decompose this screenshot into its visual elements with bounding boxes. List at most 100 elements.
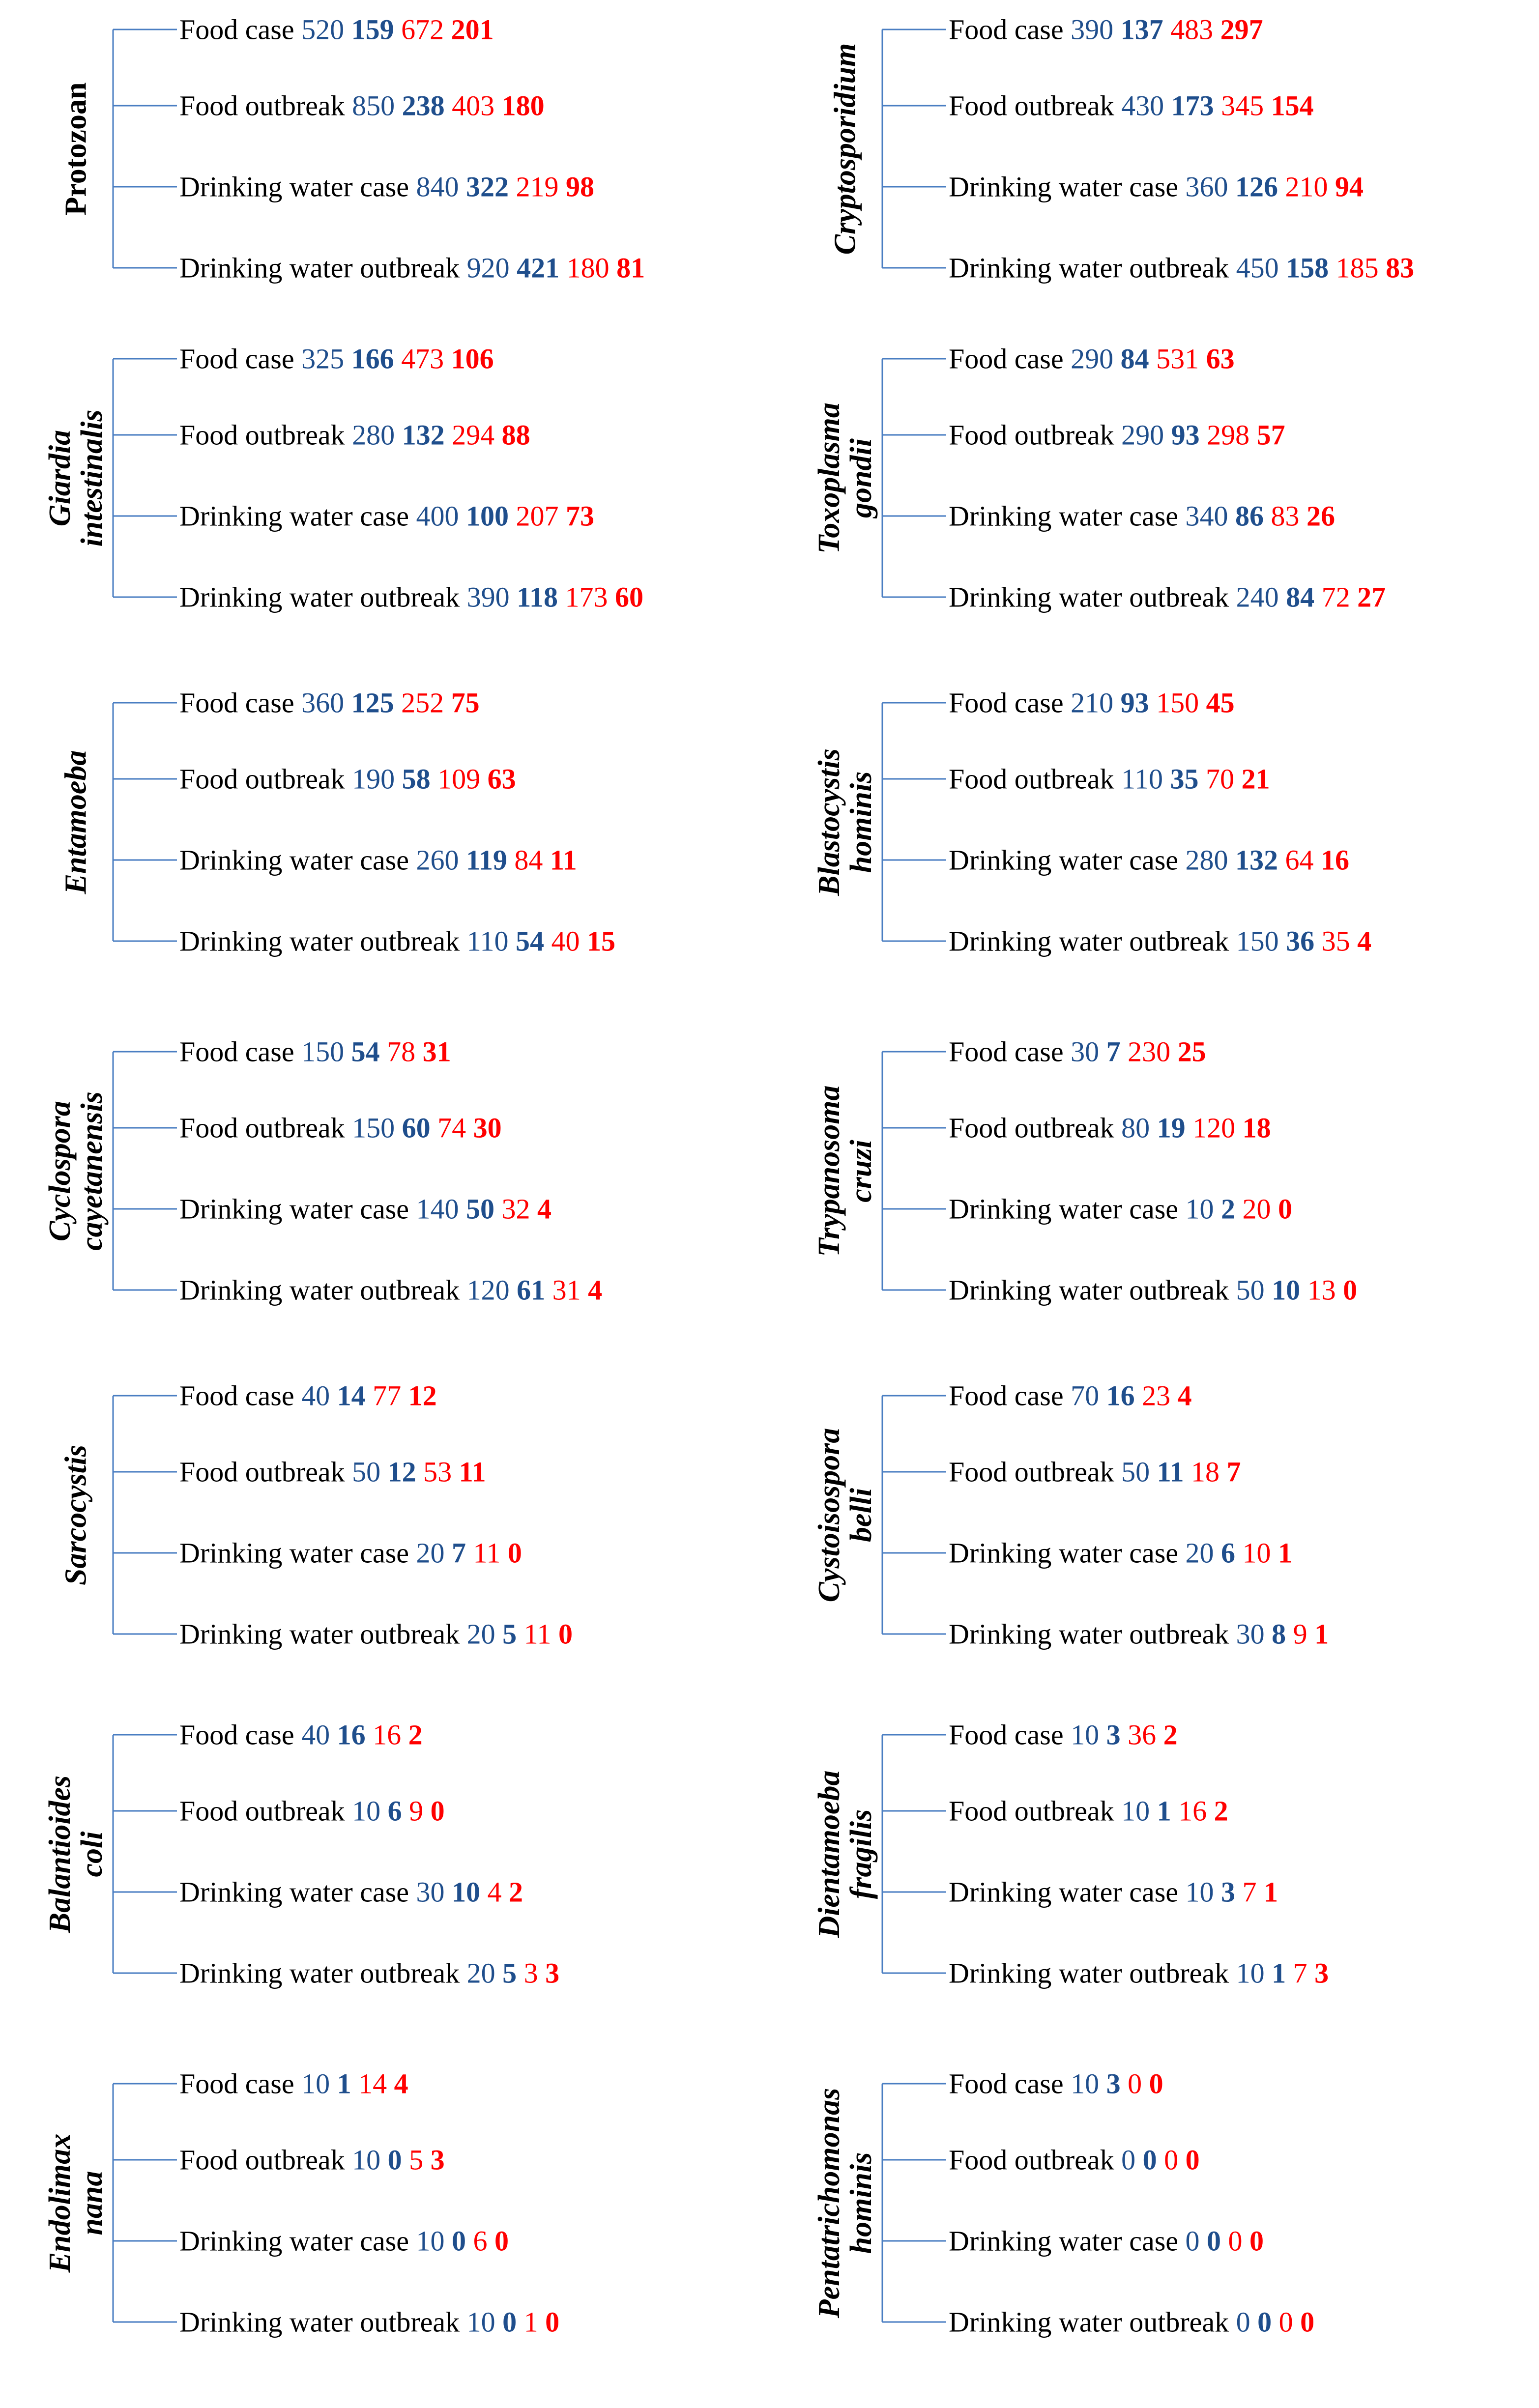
value-total: 140: [416, 1193, 466, 1225]
value-positive: 10: [1272, 1274, 1307, 1306]
branch-label: Drinking water outbreak: [179, 1957, 467, 1989]
value-positive: 6: [387, 1795, 409, 1827]
value-positive: 2: [1221, 1193, 1243, 1225]
branch-label: Drinking water case: [949, 500, 1186, 532]
value-positive-2: 180: [501, 89, 545, 122]
value-positive: 132: [402, 419, 452, 451]
value-total: 10: [1071, 1719, 1106, 1751]
value-positive-2: 16: [1321, 844, 1350, 876]
organism-label-word: Dientamoeba: [812, 1770, 846, 1938]
branch-label: Drinking water outbreak: [179, 252, 467, 284]
value-total-2: 11: [473, 1537, 508, 1569]
value-total-2: 0: [1128, 2067, 1149, 2100]
value-positive: 421: [517, 252, 567, 284]
organism-panel: Cystoisospora belli Food case 70 16 23 4 Fo…: [799, 1376, 1536, 1720]
value-total-2: 531: [1156, 343, 1206, 375]
branch-row: Food case 30 7 230 25: [949, 1035, 1206, 1068]
organism-label-word: intestinalis: [75, 409, 109, 547]
value-positive: 137: [1120, 13, 1171, 46]
branch-label: Food case: [179, 1379, 302, 1412]
branch-row: Food case 10 3 36 2: [949, 1719, 1178, 1751]
bracket-lines: [881, 1734, 946, 1974]
branch-label: Food outbreak: [179, 89, 352, 122]
organism-label: Trypanosoma cruzi: [812, 1085, 878, 1257]
organism-label: Endolimax nana: [43, 2133, 109, 2272]
branch-row: Food outbreak 150 60 74 30: [179, 1112, 502, 1145]
value-positive: 0: [1207, 2225, 1228, 2257]
organism-label-word: Trypanosoma: [812, 1085, 846, 1257]
value-positive-2: 1: [1264, 1876, 1278, 1908]
value-total: 290: [1121, 419, 1171, 451]
branch-label: Drinking water outbreak: [179, 2306, 467, 2338]
value-positive-2: 0: [1249, 2225, 1264, 2257]
value-total-2: 219: [516, 171, 566, 203]
branch-row: Drinking water outbreak 10 1 7 3: [949, 1957, 1329, 1990]
organism-panel: Giardia intestinalis Food case 325 166 473…: [29, 339, 767, 683]
branch-row: Drinking water case 10 3 7 1: [949, 1876, 1278, 1909]
value-total: 20: [1185, 1537, 1221, 1569]
branch-row: Drinking water outbreak 0 0 0 0: [949, 2306, 1314, 2339]
branch-row: Food case 290 84 531 63: [949, 343, 1235, 375]
value-total: 400: [416, 500, 466, 532]
value-positive-2: 4: [1357, 925, 1372, 957]
value-positive: 3: [1221, 1876, 1243, 1908]
organism-label-word: coli: [75, 1831, 109, 1877]
organism-label-word: gondii: [844, 438, 878, 518]
value-total-2: 77: [373, 1379, 408, 1412]
organism-label-word: hominis: [844, 771, 878, 873]
value-positive-2: 63: [487, 763, 516, 795]
organism-label-word: Cyclospora: [43, 1100, 77, 1241]
branch-row: Drinking water case 140 50 32 4: [179, 1193, 552, 1226]
value-total-2: 14: [358, 2067, 394, 2100]
branch-row: Food outbreak 10 1 16 2: [949, 1795, 1228, 1828]
branch-row: Food case 40 14 77 12: [179, 1379, 437, 1412]
value-total: 30: [1071, 1035, 1106, 1068]
value-positive-2: 0: [1185, 2144, 1200, 2176]
branch-row: Drinking water case 10 2 20 0: [949, 1193, 1292, 1226]
value-total: 20: [466, 1957, 503, 1989]
branch-row: Drinking water case 10 0 6 0: [179, 2225, 509, 2258]
branch-row: Drinking water outbreak 10 0 1 0: [179, 2306, 559, 2339]
branch-label: Drinking water outbreak: [949, 1274, 1236, 1306]
value-positive: 1: [1157, 1795, 1179, 1827]
branch-row: Drinking water outbreak 240 84 72 27: [949, 581, 1386, 614]
bracket-lines: [112, 702, 177, 942]
bracket-lines: [112, 1395, 177, 1635]
value-total-2: 1: [523, 2306, 546, 2338]
value-positive-2: 11: [550, 844, 577, 876]
organism-panel: Protozoan Food case 520 159 672 201 Food o…: [29, 10, 767, 354]
value-total-2: 35: [1321, 925, 1358, 957]
value-positive: 7: [452, 1537, 473, 1569]
value-total-2: 0: [1164, 2144, 1186, 2176]
value-total: 10: [1121, 1795, 1157, 1827]
branch-row: Food outbreak 190 58 109 63: [179, 763, 516, 796]
value-positive: 54: [516, 925, 552, 957]
value-positive-2: 297: [1220, 13, 1263, 46]
value-total-2: 84: [514, 844, 550, 876]
value-positive-2: 31: [422, 1035, 451, 1068]
branch-label: Drinking water outbreak: [949, 252, 1236, 284]
value-total-2: 185: [1336, 252, 1386, 284]
value-positive: 10: [452, 1876, 488, 1908]
value-total-2: 40: [551, 925, 587, 957]
value-total-2: 64: [1285, 844, 1321, 876]
branch-label: Drinking water outbreak: [949, 1618, 1236, 1650]
value-total-2: 72: [1321, 581, 1358, 613]
branch-label: Drinking water case: [179, 500, 416, 532]
organism-label-word: Entamoeba: [59, 750, 93, 894]
value-total: 360: [301, 687, 351, 719]
value-positive-2: 73: [566, 500, 595, 532]
value-total: 325: [301, 343, 351, 375]
branch-row: Drinking water outbreak 450 158 185 83: [949, 252, 1414, 285]
organism-label: Pentatrichomonas hominis: [813, 2088, 878, 2318]
value-total: 50: [352, 1456, 388, 1488]
value-total: 50: [1236, 1274, 1272, 1306]
value-total: 20: [466, 1618, 503, 1650]
value-positive-2: 0: [430, 1795, 445, 1827]
value-positive: 11: [1157, 1456, 1191, 1488]
value-total-2: 20: [1242, 1193, 1278, 1225]
value-positive: 119: [466, 844, 515, 876]
branch-label: Food case: [179, 343, 302, 375]
value-total-2: 403: [452, 89, 502, 122]
value-positive: 50: [466, 1193, 502, 1225]
